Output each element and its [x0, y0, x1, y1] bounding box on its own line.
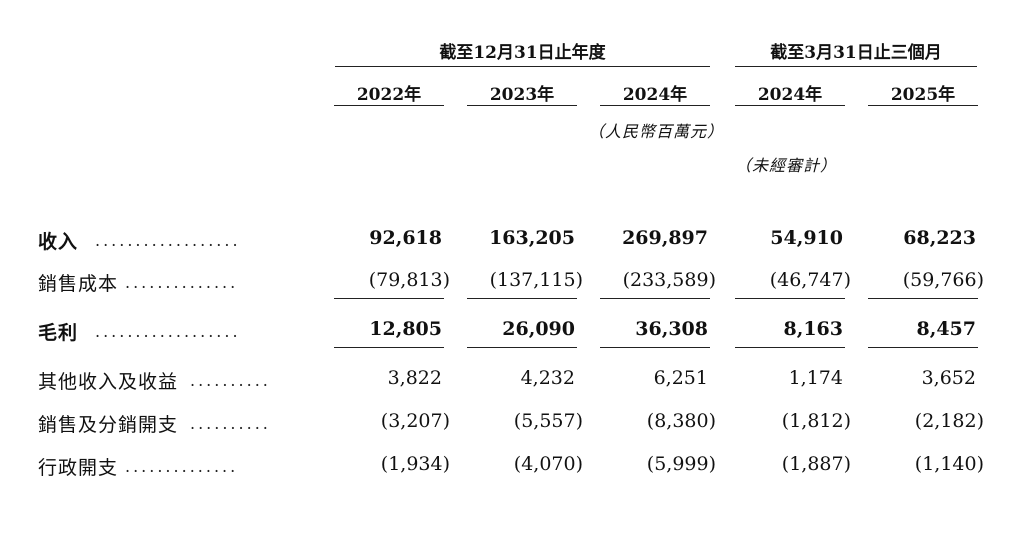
group-header-annual-rule: [335, 66, 710, 67]
cell-gross-2024: 36,308: [635, 318, 708, 340]
cell-admin-2023: (4,070): [513, 453, 583, 475]
row-label-other-income: 其他收入及收益: [38, 371, 179, 393]
cell-gross-2023: 26,090: [502, 318, 575, 340]
cell-revenue-q2025: 68,223: [903, 227, 976, 249]
unit-note: （人民幣百萬元）: [588, 122, 725, 141]
year-header-2024: 2024年: [622, 85, 688, 105]
cell-selling-q2024: (1,812): [781, 410, 851, 432]
cell-other-2022: 3,822: [387, 367, 442, 389]
cell-admin-q2024: (1,887): [781, 453, 851, 475]
cell-selling-2022: (3,207): [380, 410, 450, 432]
group-header-quarter: 截至3月31日止三個月: [770, 43, 942, 63]
year-rule: [600, 105, 710, 106]
cell-gross-q2024: 8,163: [783, 318, 844, 340]
row-label-cost-of-sales: 銷售成本: [38, 273, 119, 295]
subtotal-rule: [735, 298, 845, 299]
subtotal-rule: [600, 298, 710, 299]
cell-gross-q2025: 8,457: [916, 318, 977, 340]
cell-selling-2024: (8,380): [646, 410, 716, 432]
cell-revenue-2022: 92,618: [369, 227, 442, 249]
subtotal-rule: [334, 298, 444, 299]
leader-dots: ..........: [190, 414, 271, 433]
group-header-annual: 截至12月31日止年度: [439, 43, 606, 63]
cell-admin-q2025: (1,140): [914, 453, 984, 475]
leader-dots: ..................: [95, 322, 241, 341]
total-rule: [467, 347, 577, 348]
row-label-revenue: 收入: [38, 231, 79, 253]
cell-revenue-2024: 269,897: [622, 227, 708, 249]
cell-gross-2022: 12,805: [369, 318, 442, 340]
cell-cost-2024: (233,589): [622, 269, 716, 291]
unaudited-note: （未經審計）: [735, 156, 838, 175]
cell-selling-2023: (5,557): [513, 410, 583, 432]
row-label-selling-expenses: 銷售及分銷開支: [38, 414, 179, 436]
row-label-gross-profit: 毛利: [38, 322, 79, 344]
year-header-2022: 2022年: [356, 85, 422, 105]
cell-admin-2024: (5,999): [646, 453, 716, 475]
cell-revenue-2023: 163,205: [489, 227, 575, 249]
leader-dots: ..................: [95, 231, 241, 250]
cell-other-2023: 4,232: [520, 367, 575, 389]
total-rule: [600, 347, 710, 348]
year-rule: [334, 105, 444, 106]
row-label-admin-expenses: 行政開支: [38, 457, 119, 479]
cell-other-q2025: 3,652: [921, 367, 976, 389]
total-rule: [868, 347, 978, 348]
cell-admin-2022: (1,934): [380, 453, 450, 475]
cell-cost-2023: (137,115): [489, 269, 583, 291]
cell-cost-2022: (79,813): [368, 269, 450, 291]
cell-revenue-q2024: 54,910: [770, 227, 843, 249]
subtotal-rule: [467, 298, 577, 299]
subtotal-rule: [868, 298, 978, 299]
cell-cost-q2025: (59,766): [902, 269, 984, 291]
year-rule: [735, 105, 845, 106]
cell-cost-q2024: (46,747): [769, 269, 851, 291]
cell-other-q2024: 1,174: [788, 367, 843, 389]
total-rule: [334, 347, 444, 348]
group-header-quarter-rule: [735, 66, 977, 67]
year-header-q-2024: 2024年: [757, 85, 823, 105]
year-header-q-2025: 2025年: [890, 85, 956, 105]
cell-selling-q2025: (2,182): [914, 410, 984, 432]
year-header-2023: 2023年: [489, 85, 555, 105]
total-rule: [735, 347, 845, 348]
cell-other-2024: 6,251: [653, 367, 708, 389]
year-rule: [868, 105, 978, 106]
leader-dots: ..............: [125, 457, 239, 476]
year-rule: [467, 105, 577, 106]
leader-dots: ..........: [190, 371, 271, 390]
leader-dots: ..............: [125, 273, 239, 292]
